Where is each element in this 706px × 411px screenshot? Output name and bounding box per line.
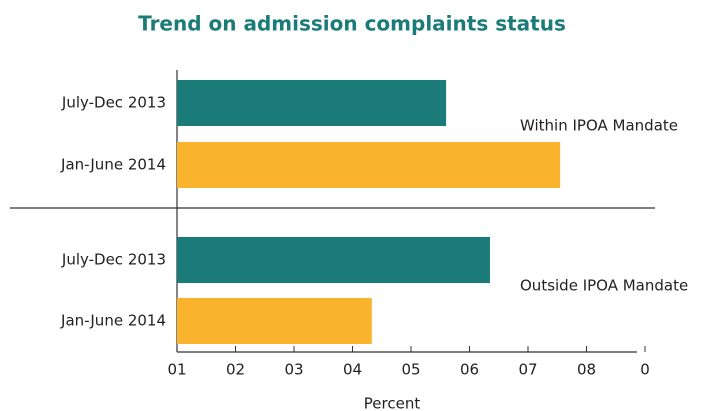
group-label: Outside IPOA Mandate [520, 277, 688, 295]
group-label: Within IPOA Mandate [520, 117, 678, 135]
x-tick-label: 08 [577, 361, 596, 379]
y-tick-label: Jan-June 2014 [60, 156, 166, 174]
x-tick-label: 05 [401, 361, 420, 379]
bar [177, 298, 372, 344]
x-tick-label: 02 [226, 361, 245, 379]
x-tick-label: 01 [167, 361, 186, 379]
x-tick-label: 07 [518, 361, 537, 379]
x-tick-label: 0 [640, 361, 650, 379]
y-tick-label: July-Dec 2013 [61, 251, 166, 269]
bar [177, 80, 447, 126]
x-tick-label: 06 [460, 361, 479, 379]
x-axis-label: Percent [364, 395, 421, 411]
chart-title: Trend on admission complaints status [138, 12, 566, 36]
bar [177, 237, 490, 283]
x-tick-label: 03 [284, 361, 303, 379]
bar [177, 142, 561, 188]
y-tick-label: Jan-June 2014 [60, 312, 166, 330]
y-tick-label: July-Dec 2013 [61, 94, 166, 112]
x-tick-label: 04 [343, 361, 362, 379]
